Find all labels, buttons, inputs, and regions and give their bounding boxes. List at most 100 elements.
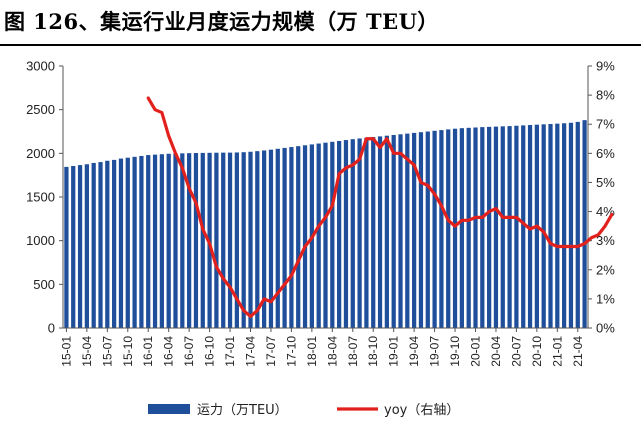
y-right-tick-label: 2%: [596, 262, 615, 277]
bar: [548, 123, 553, 329]
x-tick-label: 19-01: [387, 336, 401, 367]
bar: [105, 160, 110, 328]
legend-label-yoy: yoy（右轴）: [384, 403, 459, 418]
y-left-tick-label: 1500: [26, 190, 55, 205]
bar: [187, 153, 192, 328]
bar: [562, 123, 567, 328]
bar: [166, 153, 171, 328]
bar: [193, 152, 199, 328]
x-tick-label: 18-01: [305, 336, 319, 367]
y-left-tick-label: 2500: [26, 102, 55, 117]
bar: [473, 127, 478, 328]
bar: [91, 162, 96, 328]
bar: [159, 154, 164, 328]
y-left-tick-label: 2000: [26, 146, 55, 161]
bar: [64, 166, 69, 328]
x-tick-label: 20-01: [469, 336, 483, 367]
bar: [364, 137, 369, 328]
bar: [377, 136, 383, 328]
bar: [439, 130, 444, 328]
bar: [84, 164, 89, 328]
yoy-line: [146, 96, 614, 318]
x-tick-label: 16-10: [203, 336, 217, 367]
bar: [582, 120, 587, 329]
bar: [71, 166, 76, 328]
bar: [112, 159, 117, 328]
y-left-tick-label: 1000: [26, 233, 55, 248]
chart-title: 图 126、集运行业月度运力规模（万 TEU）: [4, 9, 439, 34]
y-right-tick-label: 1%: [596, 291, 615, 306]
bar: [248, 151, 253, 328]
bar: [446, 129, 451, 328]
bar: [459, 128, 464, 328]
bar: [98, 162, 103, 328]
bar: [418, 132, 424, 328]
bar: [405, 133, 410, 328]
bar: [275, 148, 280, 328]
x-tick-label: 20-07: [509, 336, 523, 367]
bar: [568, 122, 574, 329]
legend-swatch-capacity: [148, 404, 190, 414]
bar: [425, 131, 430, 328]
bar: [398, 134, 403, 328]
bar: [296, 146, 301, 328]
bar: [241, 152, 246, 328]
bar: [391, 134, 396, 328]
x-tick-label: 15-07: [100, 336, 114, 367]
bar: [316, 143, 321, 328]
x-tick-label: 17-04: [244, 336, 258, 367]
bar: [487, 126, 492, 329]
x-tick-label: 16-07: [182, 336, 196, 367]
bar: [132, 156, 137, 328]
bar: [323, 142, 328, 328]
x-tick-label: 18-10: [366, 336, 380, 367]
bar: [480, 127, 485, 328]
bar: [350, 139, 355, 328]
x-tick-label: 20-04: [489, 336, 503, 367]
x-tick-label: 17-10: [284, 336, 298, 367]
y-right-tick-label: 5%: [596, 175, 615, 190]
x-tick-label: 21-04: [571, 336, 585, 367]
title-divider: [0, 44, 641, 46]
bar: [337, 140, 342, 328]
bar: [412, 132, 417, 328]
bar: [221, 152, 226, 328]
bar: [575, 121, 580, 328]
x-tick-label: 17-07: [264, 336, 278, 367]
bar: [227, 152, 233, 328]
x-tick-label: 17-01: [223, 336, 237, 367]
bar: [507, 126, 512, 328]
y-right-tick-label: 3%: [596, 233, 615, 248]
x-tick-label: 15-01: [59, 336, 73, 367]
bar: [521, 125, 526, 328]
x-tick-label: 19-04: [407, 336, 421, 367]
y-right-tick-label: 9%: [596, 59, 615, 74]
y-right-tick-label: 0%: [596, 321, 615, 336]
x-tick-label: 18-04: [325, 336, 339, 367]
x-tick-label: 19-10: [448, 336, 462, 367]
x-tick-label: 15-10: [121, 336, 135, 367]
y-left-tick-label: 0: [48, 321, 55, 336]
bar: [527, 125, 533, 328]
x-tick-label: 16-04: [162, 336, 176, 367]
bar: [255, 151, 260, 328]
bar: [432, 130, 437, 328]
bar: [371, 137, 376, 328]
bar: [330, 141, 335, 328]
bar: [139, 155, 144, 328]
x-tick-label: 21-01: [550, 336, 564, 367]
bar: [200, 152, 205, 328]
bar: [357, 138, 362, 328]
bar: [466, 127, 471, 328]
bar: [282, 147, 287, 328]
bar: [268, 149, 274, 328]
bar: [384, 135, 389, 328]
bar: [118, 158, 124, 328]
bar: [541, 124, 546, 328]
bar: [152, 154, 158, 328]
bar: [214, 152, 219, 328]
x-tick-label: 16-01: [141, 336, 155, 367]
x-tick-label: 18-07: [346, 336, 360, 367]
bar: [173, 153, 178, 328]
